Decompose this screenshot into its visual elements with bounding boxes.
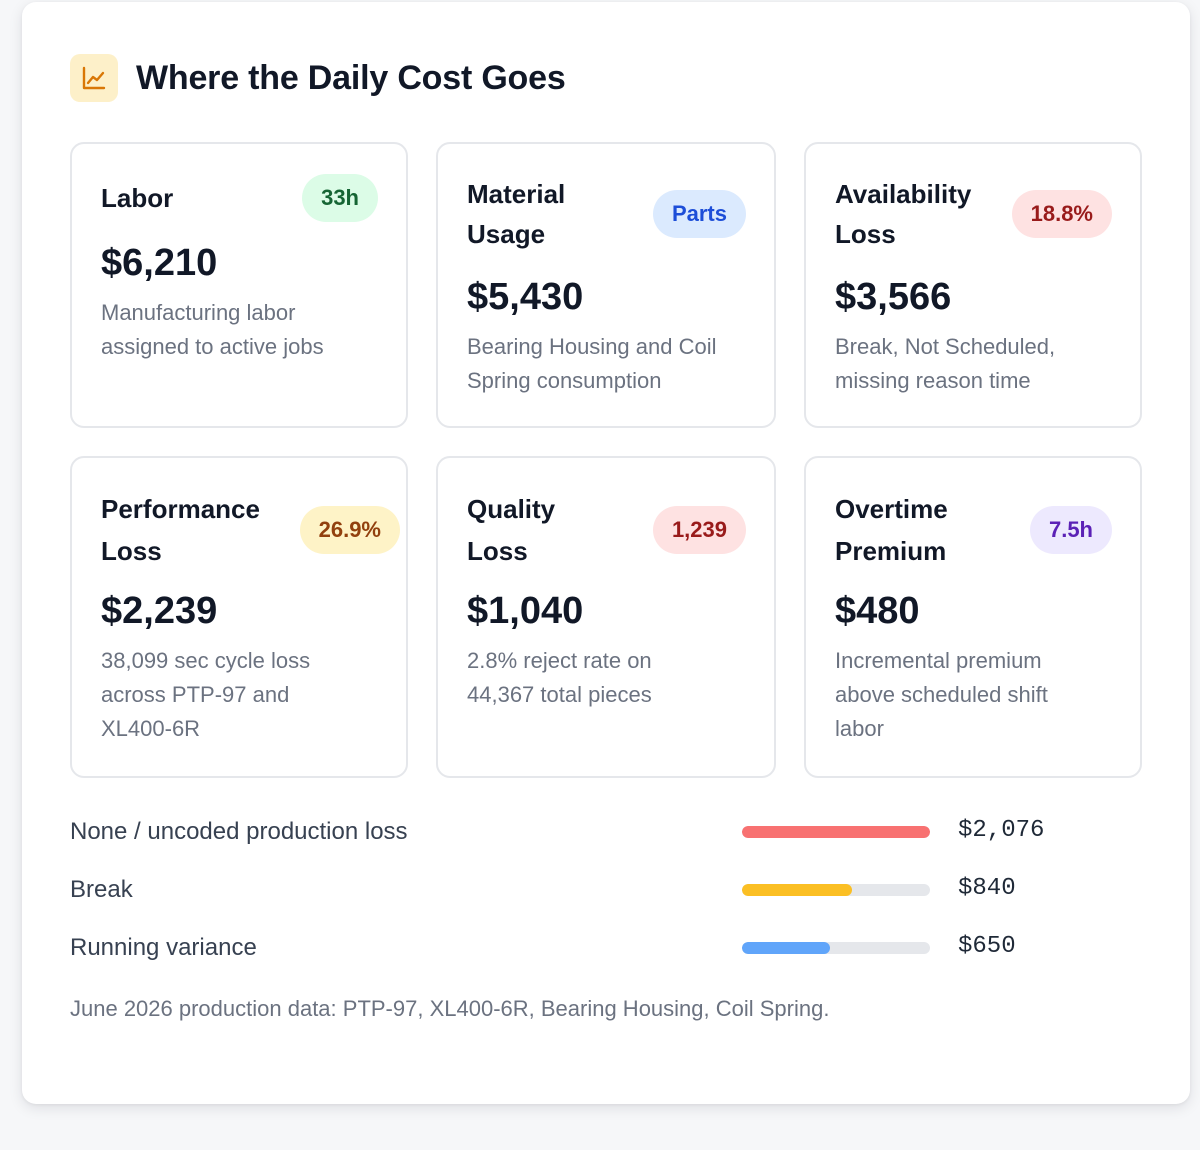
card-header: Labor 33h: [101, 174, 378, 222]
card-title: Material Usage: [467, 179, 566, 249]
loss-value: $840: [958, 875, 1016, 902]
card-title: Quality Loss: [467, 494, 556, 566]
cost-card-overtime-premium: Overtime Premium 7.5h $480 Incremental p…: [804, 456, 1142, 778]
card-value: $2,239: [101, 590, 218, 632]
status-badge: Parts: [652, 190, 746, 238]
loss-value: $650: [958, 933, 1016, 960]
line-chart-icon: [70, 54, 118, 102]
loss-bar-fill: [742, 942, 830, 954]
card-description: Manufacturing labor assigned to active j…: [101, 300, 324, 359]
cost-card-availability-loss: Availability Loss 18.8% $3,566 Break, No…: [804, 142, 1142, 428]
loss-row-running-variance: Running variance $650: [70, 932, 1070, 990]
status-badge: 33h: [302, 174, 378, 222]
status-badge: 1,239: [652, 506, 746, 554]
loss-label: Running variance: [70, 934, 257, 961]
card-description: Bearing Housing and Coil Spring consumpt…: [467, 334, 717, 393]
card-description: Break, Not Scheduled, missing reason tim…: [835, 334, 1056, 393]
card-header: Overtime Premium 7.5h: [835, 488, 1112, 572]
cost-card-performance-loss: Performance Loss 26.9% $2,239 38,099 sec…: [70, 456, 408, 778]
panel-header: Where the Daily Cost Goes: [70, 54, 566, 102]
loss-bar-fill: [742, 884, 852, 896]
cost-card-material-usage: Material Usage Parts $5,430 Bearing Hous…: [436, 142, 776, 428]
card-header: Availability Loss 18.8%: [835, 174, 1112, 254]
card-value: $6,210: [101, 242, 218, 284]
loss-bar-track: [742, 826, 930, 838]
card-value: $5,430: [467, 276, 584, 318]
loss-row-uncoded: None / uncoded production loss $2,076: [70, 816, 1070, 874]
page-title: Where the Daily Cost Goes: [136, 58, 566, 97]
cost-card-quality-loss: Quality Loss 1,239 $1,040 2.8% reject ra…: [436, 456, 776, 778]
loss-bar-fill: [742, 826, 930, 838]
card-description: 2.8% reject rate on 44,367 total pieces: [467, 648, 652, 707]
status-badge: 26.9%: [299, 506, 400, 554]
card-description: Incremental premium above scheduled shif…: [835, 648, 1048, 741]
card-value: $3,566: [835, 276, 952, 318]
loss-value: $2,076: [958, 817, 1045, 844]
loss-bar-track: [742, 884, 930, 896]
card-title: Overtime Premium: [835, 494, 948, 566]
status-badge: 18.8%: [1011, 190, 1112, 238]
footnote: June 2026 production data: PTP-97, XL400…: [70, 996, 830, 1021]
card-description: 38,099 sec cycle loss across PTP-97 and …: [101, 648, 311, 741]
card-header: Quality Loss 1,239: [467, 488, 746, 572]
card-value: $1,040: [467, 590, 584, 632]
daily-cost-panel: Where the Daily Cost Goes Labor 33h $6,2…: [22, 2, 1190, 1104]
cost-card-labor: Labor 33h $6,210 Manufacturing labor ass…: [70, 142, 408, 428]
card-title: Labor: [101, 183, 174, 213]
loss-bar-track: [742, 942, 930, 954]
loss-label: Break: [70, 876, 133, 903]
loss-label: None / uncoded production loss: [70, 818, 408, 845]
card-header: Material Usage Parts: [467, 174, 746, 254]
card-title: Performance Loss: [101, 494, 260, 566]
card-header: Performance Loss 26.9%: [101, 488, 400, 572]
status-badge: 7.5h: [1029, 506, 1112, 554]
card-title: Availability Loss: [835, 179, 972, 249]
card-value: $480: [835, 590, 920, 632]
loss-row-break: Break $840: [70, 874, 1070, 932]
